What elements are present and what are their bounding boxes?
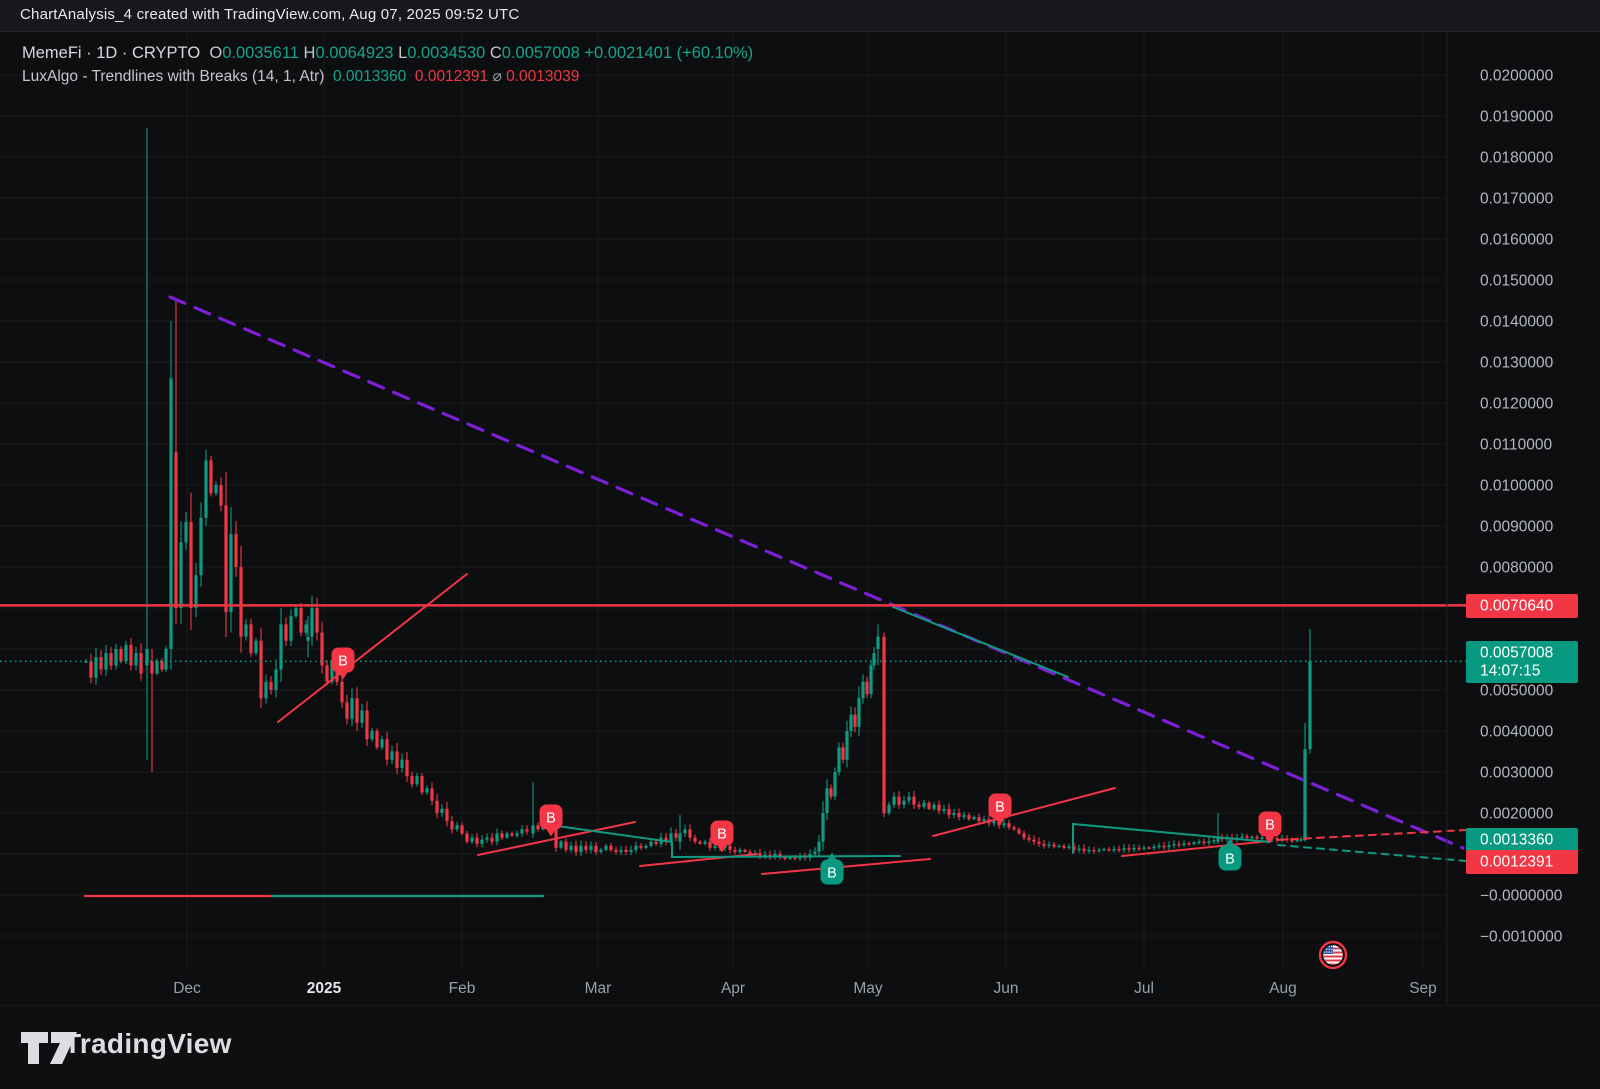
jun-jul-falling-trendline (1072, 822, 1271, 854)
svg-text:B: B (338, 654, 348, 670)
indicator-trendlines (83, 295, 1467, 898)
legend-segment: O (209, 44, 223, 62)
svg-text:0.0012391: 0.0012391 (1480, 854, 1553, 871)
snapshot-title-bar: ChartAnalysis_4 created with TradingView… (0, 0, 1600, 32)
svg-text:0.0057008: 0.0057008 (1480, 645, 1553, 662)
time-tick-label: Jun (994, 980, 1019, 997)
svg-text:B: B (717, 827, 727, 843)
macro-downtrend-dashed (168, 295, 1465, 850)
price-tick-label: 0.0110000 (1480, 437, 1552, 454)
candles (84, 128, 1312, 862)
time-tick-label: May (853, 980, 883, 997)
price-tick-label: 0.0130000 (1480, 355, 1554, 372)
legend-segment: LuxAlgo - Trendlines with Breaks (14, 1,… (22, 68, 333, 85)
svg-text:0.0070640: 0.0070640 (1480, 598, 1554, 615)
break-label-down: B (331, 647, 355, 680)
price-badge: 0.0070640 (1466, 594, 1578, 618)
time-tick-label: Mar (585, 980, 612, 997)
chart-legend[interactable]: MemeFi · 1D · CRYPTO O0.0035611 H0.00649… (22, 44, 753, 90)
break-label-down: B (1258, 811, 1282, 844)
legend-segment: C (489, 44, 502, 62)
break-label-down: B (710, 820, 734, 853)
snapshot-title: ChartAnalysis_4 created with TradingView… (20, 6, 520, 23)
price-tick-label: 0.0050000 (1480, 683, 1554, 700)
apr-rising-trendline (761, 858, 931, 875)
lower-projection-dashed (1277, 844, 1467, 862)
price-scale[interactable]: 0.0200000 0.0190000 0.0180000 0.0170000 0.01… (1466, 68, 1578, 946)
footer-bar: TradingView (0, 1006, 1600, 1089)
svg-text:B: B (995, 800, 1005, 816)
time-tick-label: Aug (1269, 980, 1297, 997)
price-tick-label: 0.0040000 (1480, 724, 1554, 741)
price-badge: 0.0012391 (1466, 850, 1578, 874)
svg-text:B: B (827, 866, 837, 882)
jan-rising-trendline (277, 573, 468, 723)
legend-segment: ⌀ (492, 68, 507, 85)
legend-segment: L (398, 44, 408, 62)
legend-segment: 0.0012391 (414, 68, 493, 85)
break-label-up: B (1218, 838, 1242, 871)
legend-segment: MemeFi · 1D · CRYPTO (22, 44, 210, 62)
svg-text:B: B (546, 811, 556, 827)
price-tick-label: 0.0180000 (1480, 150, 1554, 167)
price-tick-label: 0.0090000 (1480, 519, 1554, 536)
feb-rising-trendline (477, 821, 636, 856)
time-scale[interactable]: Dec 2025 Feb Mar Apr May Jun Jul Aug Sep (173, 980, 1437, 997)
legend-segment: 0.0057008 (501, 44, 585, 62)
time-tick-label: Apr (721, 980, 745, 997)
price-tick-label: 0.0080000 (1480, 560, 1554, 577)
legend-row-1: MemeFi · 1D · CRYPTO O0.0035611 H0.00649… (22, 44, 753, 67)
price-tick-label: −0.0000000 (1480, 888, 1563, 905)
time-tick-label: Dec (173, 980, 201, 997)
price-tick-label: 0.0160000 (1480, 232, 1554, 249)
price-tick-label: 0.0100000 (1480, 478, 1554, 495)
price-tick-label: 0.0170000 (1480, 191, 1554, 208)
price-tick-label: 0.0150000 (1480, 273, 1554, 290)
time-tick-label: 2025 (307, 980, 342, 997)
legend-segment: 0.0013039 (506, 68, 580, 85)
legend-row-2: LuxAlgo - Trendlines with Breaks (14, 1,… (22, 67, 753, 90)
break-label-down: B (988, 793, 1012, 826)
tradingview-logo-icon[interactable] (20, 1030, 80, 1068)
price-tick-label: 0.0140000 (1480, 314, 1554, 331)
may-rising-trendline (932, 787, 1116, 837)
price-tick-label: 0.0120000 (1480, 396, 1554, 413)
legend-segment: 0.0034530 (407, 44, 490, 62)
legend-segment: 0.0013360 (333, 68, 415, 85)
time-tick-label: Jul (1134, 980, 1154, 997)
price-tick-label: −0.0010000 (1480, 929, 1563, 946)
upper-projection-dashed (1277, 829, 1467, 841)
break-label-up: B (820, 852, 844, 885)
price-tick-label: 0.0020000 (1480, 806, 1554, 823)
legend-segment: 0.0064923 (315, 44, 399, 62)
break-label-down: B (539, 804, 563, 837)
svg-text:B: B (1225, 852, 1235, 868)
legend-segment: +0.0021401 (+60.10%) (584, 44, 754, 62)
tradingview-logo-text[interactable]: TradingView (64, 1028, 232, 1059)
time-tick-label: Feb (449, 980, 476, 997)
price-tick-label: 0.0030000 (1480, 765, 1554, 782)
price-tick-label: 0.0200000 (1480, 68, 1554, 85)
jul-rising-trendline (1121, 840, 1271, 857)
svg-text:0.0013360: 0.0013360 (1480, 832, 1554, 849)
legend-segment: H (303, 44, 316, 62)
may-falling-trendline (892, 606, 1069, 678)
us-flag-icon (1318, 940, 1348, 970)
time-tick-label: Sep (1409, 980, 1437, 997)
grid-lines (0, 32, 1447, 968)
legend-segment: 0.0035611 (222, 44, 304, 62)
svg-text:14:07:15: 14:07:15 (1480, 663, 1540, 680)
price-badge: 0.0013360 (1466, 828, 1578, 852)
svg-text:B: B (1265, 818, 1275, 834)
price-tick-label: 0.0190000 (1480, 109, 1554, 126)
feb-mar-falling-trendline (556, 825, 901, 859)
